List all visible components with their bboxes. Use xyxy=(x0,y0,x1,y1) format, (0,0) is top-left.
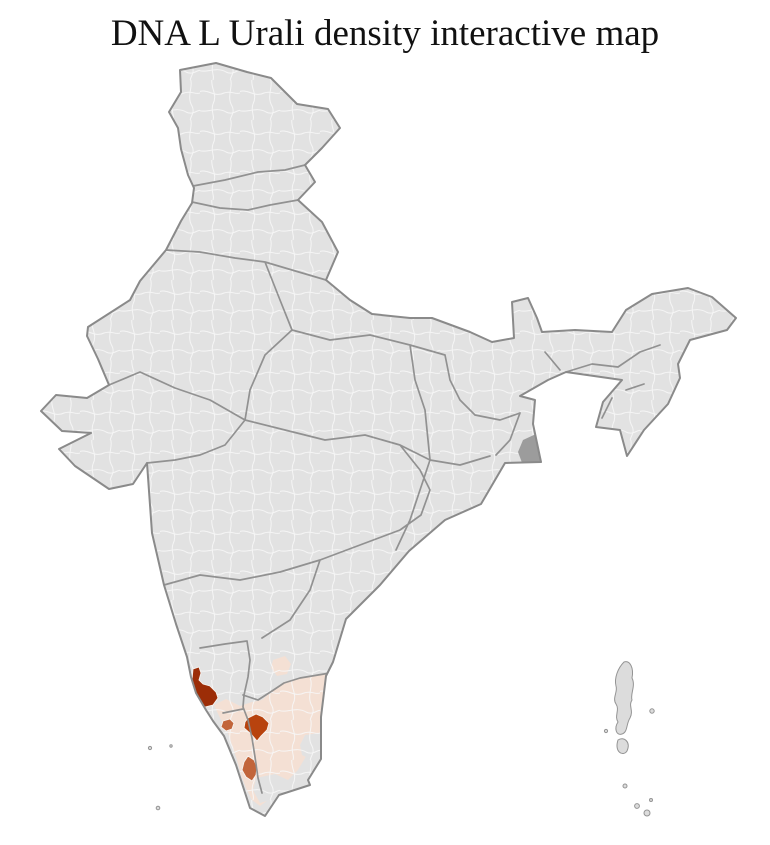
district-med-high-density[interactable] xyxy=(243,713,270,742)
india-outline xyxy=(40,62,737,817)
district-medium-density-coastal[interactable] xyxy=(220,718,235,732)
state-borders xyxy=(108,164,661,794)
andaman-nicobar-islands[interactable] xyxy=(603,661,655,817)
page-title: DNA L Urali density interactive map xyxy=(110,13,660,54)
lakshadweep-islands[interactable] xyxy=(147,744,173,811)
